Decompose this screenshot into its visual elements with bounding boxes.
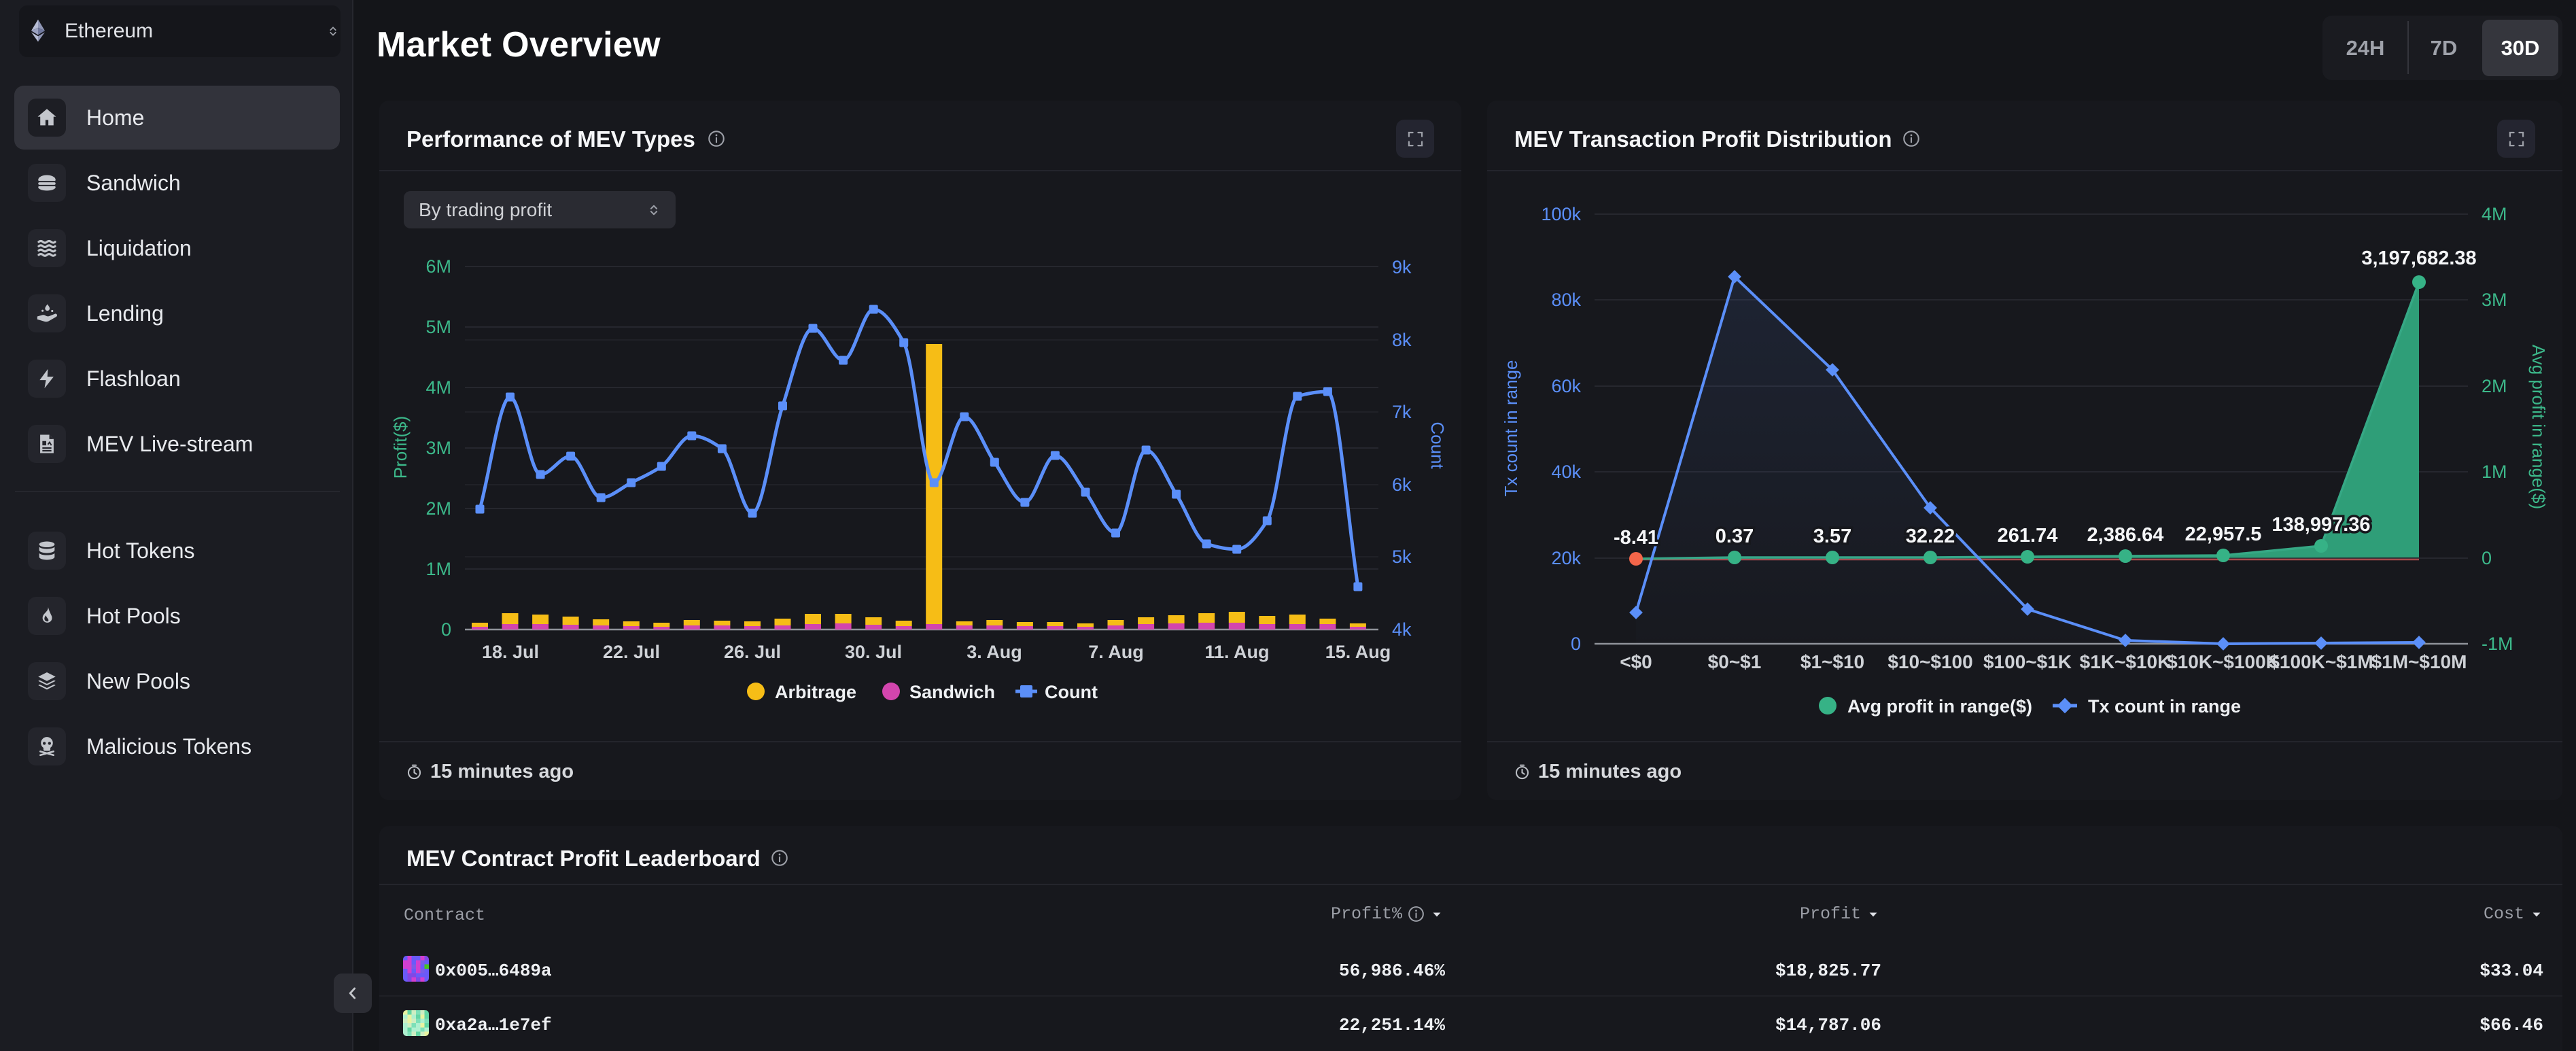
svg-text:0.37: 0.37: [1716, 526, 1754, 547]
svg-text:0: 0: [1571, 634, 1581, 654]
svg-text:80k: 80k: [1551, 290, 1581, 310]
svg-text:3M: 3M: [425, 438, 451, 458]
svg-text:$10K~$100K: $10K~$100K: [2167, 651, 2280, 672]
svg-text:4M: 4M: [425, 377, 451, 398]
svg-text:6M: 6M: [425, 256, 451, 277]
svg-text:$100~$1K: $100~$1K: [1983, 651, 2072, 672]
svg-text:6k: 6k: [1392, 475, 1412, 495]
svg-text:11. Aug: 11. Aug: [1204, 642, 1269, 662]
svg-text:5M: 5M: [425, 317, 451, 337]
svg-text:Sandwich: Sandwich: [909, 682, 995, 702]
svg-text:Profit($): Profit($): [390, 416, 411, 479]
svg-text:9k: 9k: [1392, 257, 1412, 277]
svg-text:3M: 3M: [2482, 290, 2507, 310]
svg-text:Tx count in range: Tx count in range: [2088, 696, 2241, 717]
svg-text:60k: 60k: [1551, 376, 1581, 396]
svg-text:5k: 5k: [1392, 547, 1412, 567]
svg-text:15. Aug: 15. Aug: [1325, 642, 1391, 662]
svg-text:$1~$10: $1~$10: [1800, 651, 1864, 672]
svg-text:0: 0: [2482, 548, 2492, 568]
svg-text:2M: 2M: [2482, 376, 2507, 396]
svg-text:8k: 8k: [1392, 330, 1412, 350]
svg-text:$10~$100: $10~$100: [1887, 651, 1972, 672]
svg-text:26. Jul: 26. Jul: [724, 642, 781, 662]
svg-text:20k: 20k: [1551, 548, 1581, 568]
svg-text:7. Aug: 7. Aug: [1088, 642, 1144, 662]
svg-text:4M: 4M: [2482, 204, 2507, 224]
svg-text:4k: 4k: [1392, 619, 1412, 640]
svg-text:7k: 7k: [1392, 402, 1412, 422]
svg-text:18. Jul: 18. Jul: [482, 642, 539, 662]
svg-text:3,197,682.38: 3,197,682.38: [2361, 247, 2476, 269]
svg-text:0: 0: [441, 619, 451, 640]
svg-text:30. Jul: 30. Jul: [845, 642, 902, 662]
svg-text:$1K~$10K: $1K~$10K: [2080, 651, 2172, 672]
svg-text:Tx count in range: Tx count in range: [1501, 360, 1521, 497]
svg-text:3.57: 3.57: [1813, 526, 1851, 547]
svg-text:138,997.36: 138,997.36: [2272, 514, 2370, 536]
svg-text:Arbitrage: Arbitrage: [775, 682, 856, 702]
svg-text:22,957.5: 22,957.5: [2185, 523, 2262, 545]
svg-text:Count: Count: [1427, 421, 1448, 469]
svg-text:40k: 40k: [1551, 462, 1581, 482]
svg-text:Avg profit in range($): Avg profit in range($): [1847, 696, 2032, 717]
svg-text:Avg profit in range($): Avg profit in range($): [2528, 345, 2549, 509]
svg-text:261.74: 261.74: [1998, 525, 2058, 547]
svg-text:22. Jul: 22. Jul: [603, 642, 660, 662]
svg-text:32.22: 32.22: [1906, 526, 1955, 547]
svg-text:2,386.64: 2,386.64: [2087, 524, 2164, 546]
svg-text:$100K~$1M: $100K~$1M: [2269, 651, 2373, 672]
svg-text:1M: 1M: [425, 559, 451, 579]
svg-text:1M: 1M: [2482, 462, 2507, 482]
svg-text:Count: Count: [1045, 682, 1098, 702]
svg-text:100k: 100k: [1541, 204, 1581, 224]
svg-text:2M: 2M: [425, 498, 451, 519]
svg-text:$1M~$10M: $1M~$10M: [2371, 651, 2467, 672]
svg-text:-1M: -1M: [2482, 634, 2513, 654]
svg-text:<$0: <$0: [1620, 651, 1652, 672]
svg-text:-8.41: -8.41: [1614, 527, 1658, 549]
svg-text:$0~$1: $0~$1: [1708, 651, 1762, 672]
svg-text:3. Aug: 3. Aug: [967, 642, 1022, 662]
